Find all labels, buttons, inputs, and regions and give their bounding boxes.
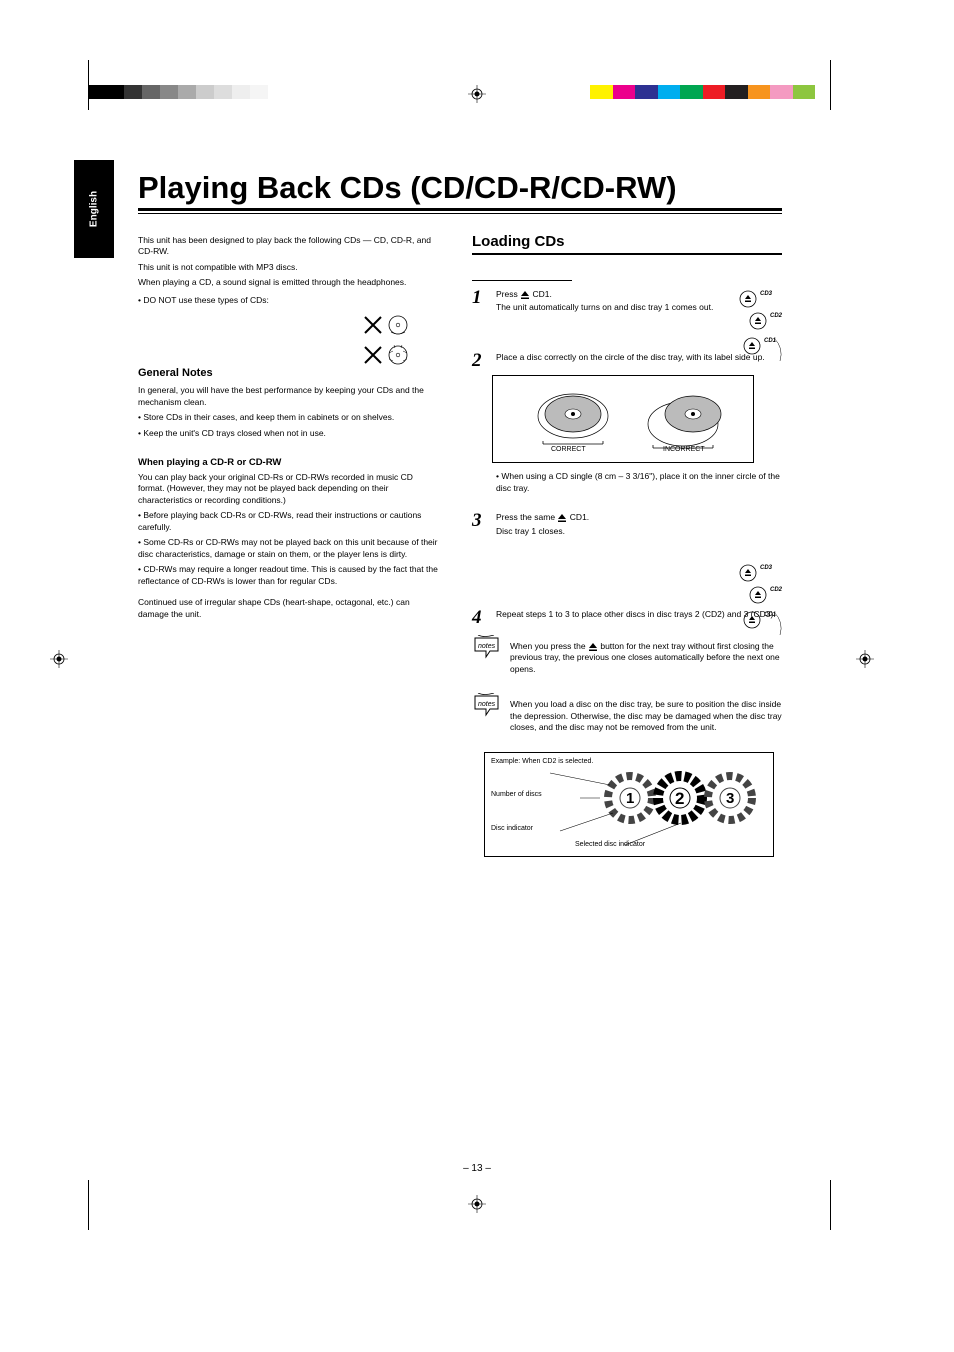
step-rule	[472, 280, 572, 281]
svg-text:3: 3	[726, 790, 734, 807]
register-mark-icon	[50, 650, 68, 668]
dont-use-label: • DO NOT use these types of CDs:	[138, 295, 438, 306]
step-number: 3	[472, 510, 482, 532]
note-text: When you press the	[510, 641, 588, 651]
svg-text:CD2: CD2	[770, 587, 783, 593]
language-tab: English	[74, 160, 114, 258]
intro-text: This unit has been designed to play back…	[138, 235, 438, 258]
language-tab-label: English	[89, 191, 100, 227]
loading-heading: Loading CDs	[472, 233, 782, 250]
cdr-bullet: • CD-RWs may require a longer readout ti…	[138, 564, 438, 587]
cdr-bullet: • Before playing back CD-Rs or CD-RWs, r…	[138, 510, 438, 533]
svg-text:CD3: CD3	[760, 565, 773, 571]
cdr-text: Continued use of irregular shape CDs (he…	[138, 597, 438, 620]
illus-label: Number of discs	[491, 791, 581, 798]
crop-tick	[88, 1180, 89, 1230]
bad-disc-illustration	[363, 313, 423, 376]
print-color-strip	[590, 85, 815, 99]
general-bullet: • Keep the unit's CD trays closed when n…	[138, 428, 438, 439]
illus-caption: Example: When CD2 is selected.	[491, 758, 593, 765]
register-mark-icon	[468, 85, 486, 103]
page-title: Playing Back CDs (CD/CD-R/CD-RW)	[138, 170, 782, 206]
cdr-bullet: • Some CD-Rs or CD-RWs may not be played…	[138, 537, 438, 560]
print-gray-strip	[88, 85, 268, 99]
eject-icon	[588, 643, 598, 651]
right-column: Loading CDs 1 Press CD1. The unit automa…	[472, 233, 782, 857]
step-text: Disc tray 1 closes.	[496, 526, 782, 537]
svg-text:notes: notes	[478, 701, 496, 708]
intro-text: When playing a CD, a sound signal is emi…	[138, 277, 438, 288]
svg-text:1: 1	[626, 790, 634, 807]
register-mark-icon	[856, 650, 874, 668]
step2-note: • When using a CD single (8 cm – 3 3/16"…	[496, 471, 782, 494]
svg-text:2: 2	[675, 789, 684, 808]
intro-text: This unit is not compatible with MP3 dis…	[138, 262, 438, 273]
page-number: – 13 –	[0, 1163, 954, 1174]
disc-placement-illustration: CORRECT INCORRECT	[492, 375, 754, 463]
step-text: CD1.	[532, 289, 551, 299]
heading-rule	[472, 253, 782, 255]
step-number: 1	[472, 287, 482, 309]
illus-label: Disc indicator	[491, 825, 566, 832]
step-text: CD1.	[570, 512, 589, 522]
step-body: Press the same CD1. Disc tray 1 closes.	[496, 512, 782, 537]
register-mark-icon	[468, 1195, 486, 1213]
step-body: Place a disc correctly on the circle of …	[496, 352, 782, 363]
eject-icon	[520, 291, 530, 299]
general-text: In general, you will have the best perfo…	[138, 385, 438, 408]
eject-icon	[557, 514, 567, 522]
crop-tick	[830, 60, 831, 110]
step-number: 2	[472, 350, 482, 372]
illus-label: Selected disc indicator	[575, 841, 675, 848]
cdr-text: You can play back your original CD-Rs or…	[138, 472, 438, 506]
disc-label: CORRECT	[551, 446, 586, 453]
svg-text:CD2: CD2	[770, 313, 783, 319]
svg-text:notes: notes	[478, 643, 496, 650]
step-number: 4	[472, 607, 482, 629]
disc-indicator-illustration: 1 2 3 Example: When CD2 is selected. Num…	[484, 752, 774, 857]
step-text: Press the same	[496, 512, 557, 522]
cdr-heading: When playing a CD-R or CD-RW	[138, 457, 438, 470]
note-text: When you load a disc on the disc tray, b…	[510, 699, 782, 733]
step-body: Repeat steps 1 to 3 to place other discs…	[496, 609, 782, 620]
step-text: Press	[496, 289, 520, 299]
notes-icon: notes	[472, 693, 504, 719]
notes-icon: notes	[472, 635, 504, 661]
cd-buttons-illustration: CD3 CD2 CD1	[702, 557, 787, 644]
left-column: This unit has been designed to play back…	[138, 235, 438, 624]
crop-tick	[830, 1180, 831, 1230]
svg-text:CD3: CD3	[760, 291, 773, 297]
title-rule	[138, 208, 782, 214]
general-bullet: • Store CDs in their cases, and keep the…	[138, 412, 438, 423]
disc-label: INCORRECT	[663, 446, 705, 453]
